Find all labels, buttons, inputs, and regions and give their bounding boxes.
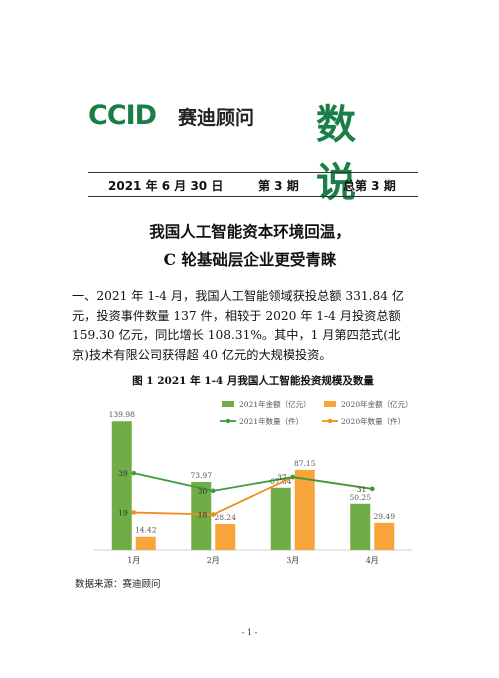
legend-label: 2020年数量（件）: [341, 416, 405, 426]
bar-2020-2: [215, 524, 236, 550]
line-2020-point-1: [131, 510, 137, 515]
line-2020-point-2: [210, 512, 216, 517]
data-source: 数据来源：赛迪顾问: [75, 579, 161, 590]
paragraph-line: 京)技术有限公司获得超 40 亿元的大规模投资。: [72, 347, 332, 362]
legend-label: 2021年数量（件）: [239, 416, 303, 426]
line-2020-point-label: 19: [118, 509, 128, 518]
bar-2020-label: 87.15: [294, 459, 316, 468]
line-2021-point-label: 31: [357, 485, 367, 494]
paragraph-line: 元，投资事件数量 137 件，相较于 2020 年 1-4 月投资总额: [72, 308, 401, 323]
bar-2021-label: 67.64: [270, 477, 292, 486]
bar-2020-3: [294, 469, 315, 550]
paragraph-line: 159.30 亿元，同比增长 108.31%。其中，1 月第四范式(北: [72, 328, 401, 342]
logo-company-name: 赛迪顾问: [178, 107, 255, 129]
legend-marker-4: [327, 418, 333, 424]
issue-date: 2021 年 6 月 30 日: [108, 179, 224, 193]
bar-2020-label: 14.42: [135, 526, 157, 535]
issue-info: 2021 年 6 月 30 日 第 3 期 总第 3 期: [88, 177, 418, 195]
line-2021-point-2: [210, 488, 216, 494]
x-tick-label: 1月: [127, 556, 140, 565]
x-tick-label: 2月: [207, 556, 220, 565]
bottom-divider: [88, 196, 418, 197]
masthead: CCID 赛迪顾问 数说: [88, 92, 418, 206]
legend-swatch-1: [222, 401, 234, 407]
bar-2020-1: [135, 536, 156, 550]
bar-2021-2: [191, 481, 212, 550]
figure-title: 图 1 2021 年 1-4 月我国人工智能投资规模及数量: [132, 375, 374, 387]
top-divider: [88, 172, 418, 173]
line-2021-point-1: [131, 470, 137, 476]
issue-number: 第 3 期: [258, 179, 299, 193]
body-paragraph: 一、2021 年 1-4 月，我国人工智能领域获投总额 331.84 亿 元，投…: [72, 287, 434, 365]
headline-line-2: C 轮基础层企业更受青睐: [163, 250, 337, 269]
bar-2020-4: [374, 522, 395, 550]
page-number: - 1 -: [241, 628, 258, 637]
line-2021-point-3: [290, 474, 296, 480]
line-2020-point-label: 18: [198, 511, 208, 520]
x-tick-label: 4月: [366, 556, 379, 565]
line-2021-point-label: 30: [198, 487, 208, 496]
bar-2021-1: [111, 421, 132, 550]
bar-2020-label: 28.24: [215, 513, 237, 522]
bar-2020-label: 29.49: [374, 512, 396, 521]
legend-label: 2020年金额（亿元）: [341, 399, 413, 409]
legend-marker-3: [225, 418, 231, 424]
bar-2021-label: 73.97: [191, 471, 213, 480]
line-2021-line: [133, 472, 373, 492]
bar-2021-label: 139.98: [109, 410, 135, 419]
x-tick-label: 3月: [286, 556, 299, 565]
line-2021-point-4: [369, 486, 375, 492]
legend-label: 2021年金额（亿元）: [239, 399, 311, 409]
issue-total: 总第 3 期: [343, 179, 396, 193]
legend-swatch-2: [324, 401, 336, 407]
bar-2021-4: [350, 503, 371, 550]
line-2021-point-label: 37: [277, 473, 287, 482]
line-2021-point-label: 39: [118, 469, 128, 478]
ccid-logo: CCID: [88, 100, 157, 131]
bar-2021-3: [270, 487, 291, 550]
bar-2021-label: 50.25: [350, 493, 372, 502]
publication-brand: 数说: [316, 101, 374, 206]
headline-line-1: 我国人工智能资本环境回温，: [149, 222, 351, 241]
paragraph-line: 一、2021 年 1-4 月，我国人工智能领域获投总额 331.84 亿: [72, 289, 405, 303]
